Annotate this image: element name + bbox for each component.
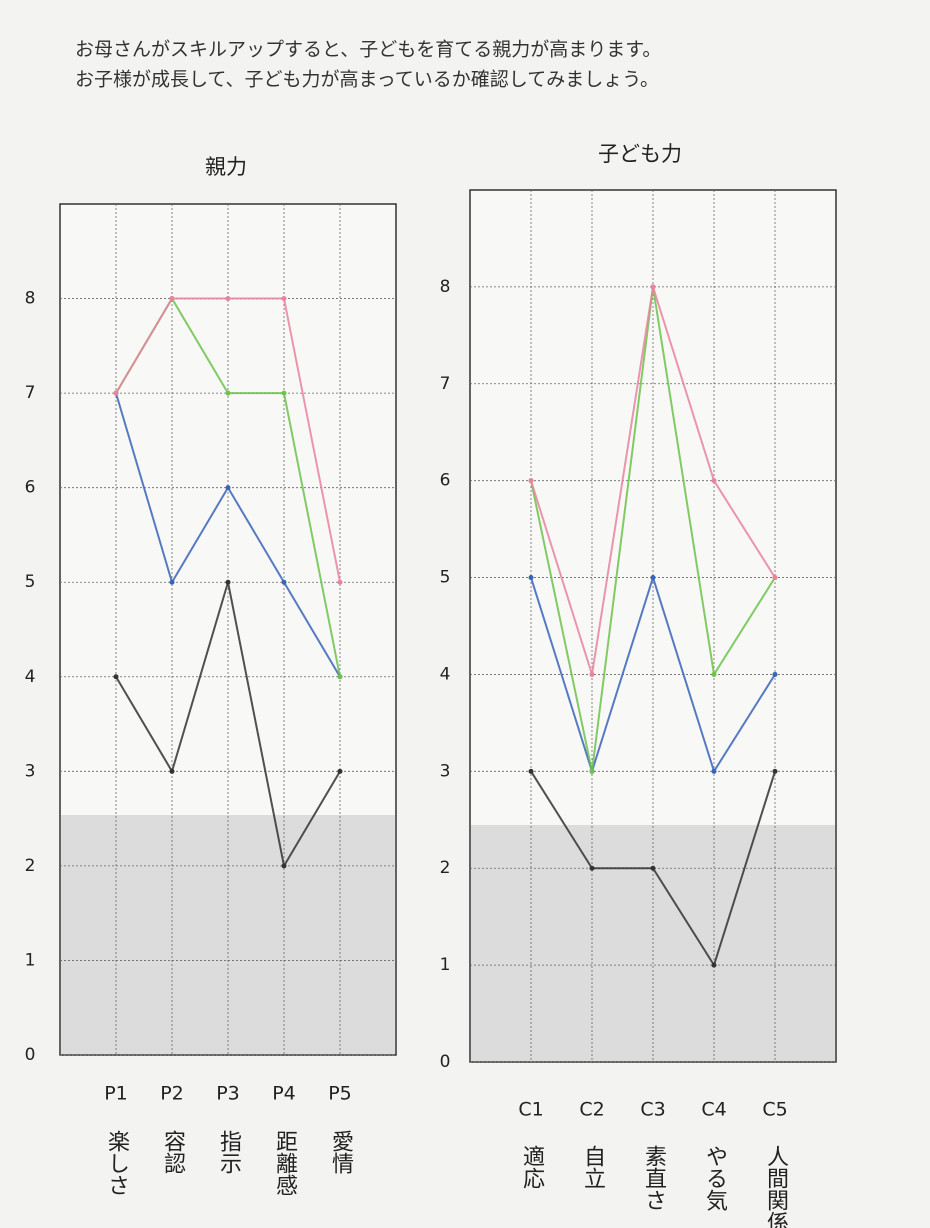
point	[772, 575, 778, 581]
point	[281, 863, 287, 869]
y-tick-label: 5	[25, 572, 36, 592]
x-tick-label: P1	[104, 1083, 128, 1105]
point	[169, 296, 175, 302]
x-sublabel: 楽しさ	[104, 1130, 130, 1196]
y-tick-label: 7	[25, 383, 36, 403]
y-tick-label: 0	[25, 1045, 36, 1065]
x-sublabel: やる気	[702, 1145, 728, 1211]
point	[589, 671, 595, 677]
x-tick-label: C2	[579, 1099, 604, 1121]
x-tick-label: C4	[701, 1099, 726, 1121]
point	[225, 579, 231, 585]
point	[711, 478, 717, 484]
y-tick-label: 1	[25, 950, 36, 970]
x-sublabel: 指示	[216, 1130, 242, 1174]
point	[711, 768, 717, 774]
point	[337, 768, 343, 774]
x-tick-label: P2	[160, 1083, 184, 1105]
y-tick-label: 6	[25, 478, 36, 498]
point	[650, 575, 656, 581]
chart-title: 親力	[205, 155, 247, 179]
point	[113, 390, 119, 396]
shadow	[61, 815, 395, 1054]
point	[589, 865, 595, 871]
point	[528, 478, 534, 484]
point	[225, 485, 231, 491]
y-tick-label: 5	[440, 568, 451, 588]
y-tick-label: 2	[440, 858, 451, 878]
point	[772, 768, 778, 774]
y-tick-label: 4	[25, 667, 36, 687]
point	[711, 962, 717, 968]
point	[281, 579, 287, 585]
x-sublabel: 愛情	[328, 1130, 354, 1174]
x-sublabel: 人間関係	[763, 1145, 789, 1228]
x-tick-label: P3	[216, 1083, 240, 1105]
x-sublabel: 自立	[580, 1145, 605, 1189]
x-tick-label: P4	[272, 1083, 296, 1105]
x-tick-label: C5	[762, 1099, 787, 1121]
y-tick-label: 1	[440, 955, 451, 975]
intro-line: お母さんがスキルアップすると、子どもを育てる親力が高まります。	[75, 39, 661, 61]
x-tick-label: C3	[640, 1099, 665, 1121]
x-sublabel: 適応	[519, 1145, 545, 1189]
point	[113, 674, 119, 680]
point	[528, 768, 534, 774]
point	[772, 671, 778, 677]
point	[281, 296, 287, 302]
intro-line: お子様が成長して、子ども力が高まっているか確認してみましょう。	[75, 69, 659, 91]
x-sublabel: 素直さ	[641, 1145, 666, 1211]
x-sublabel: 距離感	[272, 1130, 298, 1196]
y-tick-label: 0	[440, 1052, 451, 1072]
y-tick-label: 3	[25, 761, 36, 781]
y-tick-label: 8	[440, 277, 451, 297]
chart-title: 子ども力	[598, 142, 682, 166]
point	[281, 390, 287, 396]
point	[711, 671, 717, 677]
y-tick-label: 3	[440, 761, 451, 781]
y-tick-label: 2	[25, 856, 36, 876]
point	[650, 865, 656, 871]
point	[337, 674, 343, 680]
point	[225, 390, 231, 396]
point	[337, 579, 343, 585]
point	[169, 579, 175, 585]
y-tick-label: 7	[440, 374, 451, 394]
x-tick-label: C1	[518, 1099, 543, 1121]
x-sublabel: 容認	[160, 1130, 186, 1174]
x-tick-label: P5	[328, 1083, 352, 1105]
y-tick-label: 6	[440, 471, 451, 491]
point	[650, 284, 656, 290]
point	[528, 575, 534, 581]
point	[589, 768, 595, 774]
y-tick-label: 4	[440, 664, 451, 684]
y-tick-label: 8	[25, 289, 36, 309]
point	[225, 296, 231, 302]
point	[169, 768, 175, 774]
